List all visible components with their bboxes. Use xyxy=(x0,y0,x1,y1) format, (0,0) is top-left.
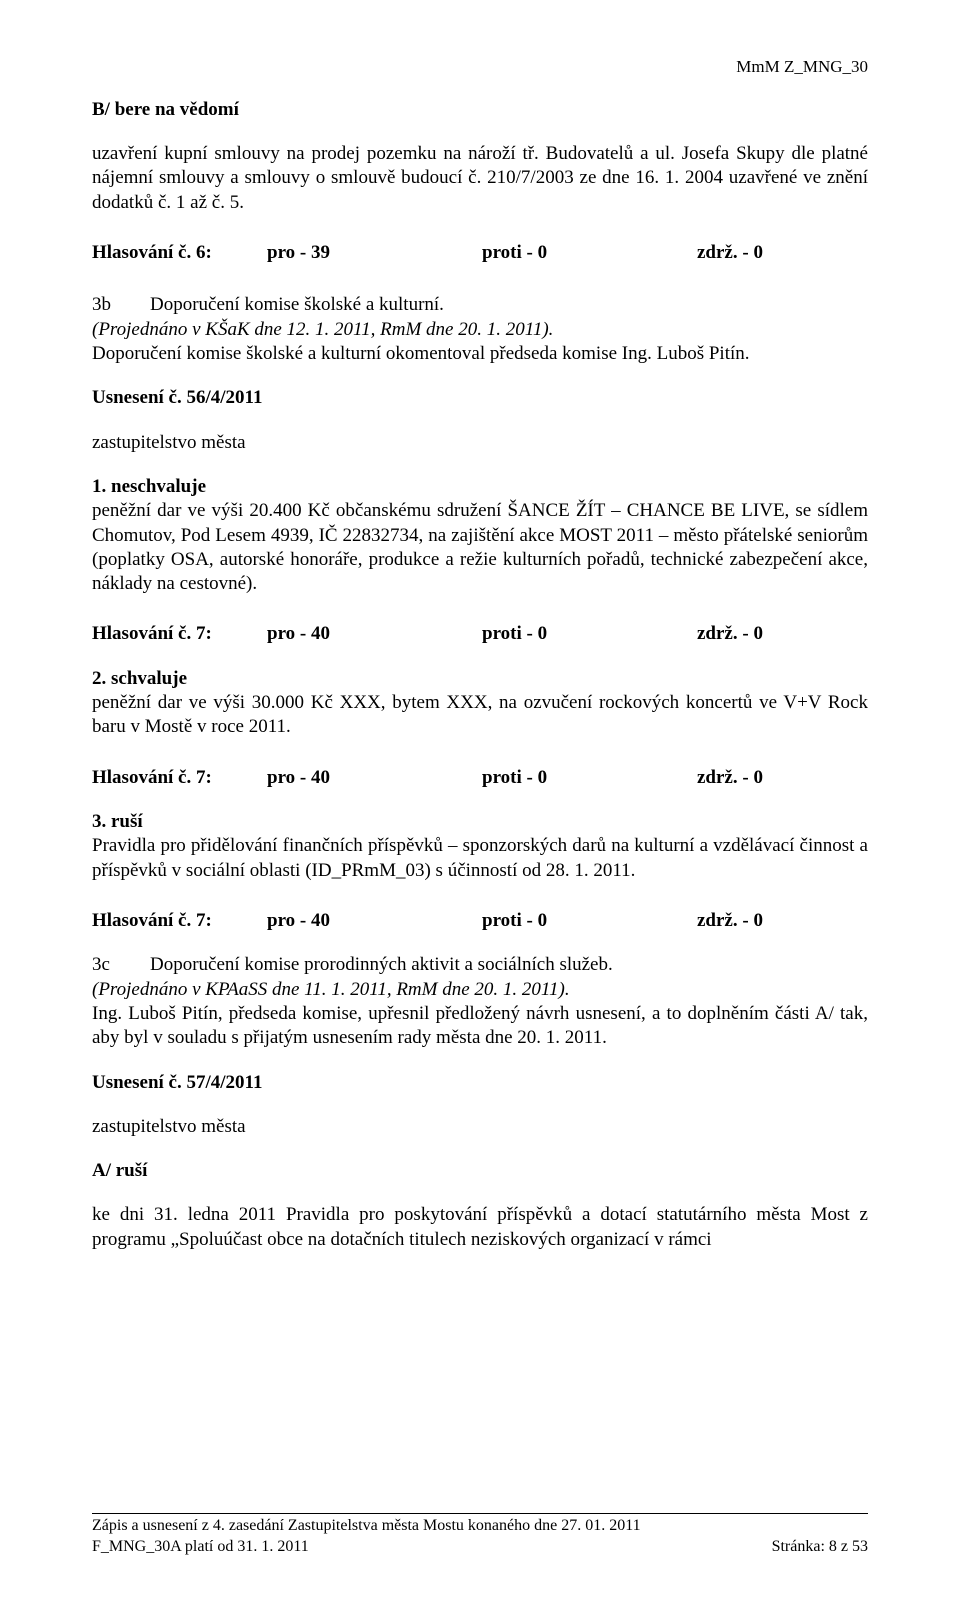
agenda-3c-note: (Projednáno v KPAaSS dne 11. 1. 2011, Rm… xyxy=(92,978,868,1002)
vote-label: Hlasování č. 6: xyxy=(92,241,267,265)
zastupitelstvo-1: zastupitelstvo města xyxy=(92,431,868,455)
agenda-item-3c: 3c Doporučení komise prorodinných aktivi… xyxy=(92,953,868,977)
agenda-text: Doporučení komise školské a kulturní. xyxy=(150,293,868,317)
vote-label: Hlasování č. 7: xyxy=(92,622,267,646)
vote-pro: pro - 40 xyxy=(267,766,482,790)
point-1-text: peněžní dar ve výši 20.400 Kč občanskému… xyxy=(92,499,868,596)
zastupitelstvo-2: zastupitelstvo města xyxy=(92,1115,868,1139)
agenda-text: Doporučení komise prorodinných aktivit a… xyxy=(150,953,868,977)
agenda-item-3b: 3b Doporučení komise školské a kulturní. xyxy=(92,293,868,317)
document-page: MmM Z_MNG_30 B/ bere na vědomí uzavření … xyxy=(0,0,960,1597)
vote-zdrz: zdrž. - 0 xyxy=(697,622,868,646)
vote-zdrz: zdrž. - 0 xyxy=(697,766,868,790)
vote-row-7b: Hlasování č. 7: pro - 40 proti - 0 zdrž.… xyxy=(92,766,868,790)
agenda-code: 3c xyxy=(92,953,150,977)
vote-row-7c: Hlasování č. 7: pro - 40 proti - 0 zdrž.… xyxy=(92,909,868,933)
usneseni-56: Usnesení č. 56/4/2011 xyxy=(92,386,868,410)
point-3-title: 3. ruší xyxy=(92,810,868,834)
a-rusi-text: ke dni 31. ledna 2011 Pravidla pro posky… xyxy=(92,1203,868,1252)
vote-zdrz: zdrž. - 0 xyxy=(697,909,868,933)
vote-pro: pro - 40 xyxy=(267,622,482,646)
agenda-3b-after: Doporučení komise školské a kulturní oko… xyxy=(92,342,868,366)
vote-proti: proti - 0 xyxy=(482,909,697,933)
footer-line-2-left: F_MNG_30A platí od 31. 1. 2011 xyxy=(92,1537,309,1557)
vote-row-7a: Hlasování č. 7: pro - 40 proti - 0 zdrž.… xyxy=(92,622,868,646)
section-b-title: B/ bere na vědomí xyxy=(92,98,868,122)
agenda-code: 3b xyxy=(92,293,150,317)
vote-zdrz: zdrž. - 0 xyxy=(697,241,868,265)
vote-row-6: Hlasování č. 6: pro - 39 proti - 0 zdrž.… xyxy=(92,241,868,265)
header-right-code: MmM Z_MNG_30 xyxy=(92,56,868,78)
point-1-title: 1. neschvaluje xyxy=(92,475,868,499)
page-footer: Zápis a usnesení z 4. zasedání Zastupite… xyxy=(92,1513,868,1557)
vote-pro: pro - 40 xyxy=(267,909,482,933)
vote-proti: proti - 0 xyxy=(482,622,697,646)
vote-label: Hlasování č. 7: xyxy=(92,766,267,790)
point-2-text: peněžní dar ve výši 30.000 Kč XXX, bytem… xyxy=(92,691,868,740)
footer-page-number: Stránka: 8 z 53 xyxy=(772,1537,868,1557)
vote-proti: proti - 0 xyxy=(482,766,697,790)
point-3-text: Pravidla pro přidělování finančních přís… xyxy=(92,834,868,883)
footer-line-1: Zápis a usnesení z 4. zasedání Zastupite… xyxy=(92,1516,868,1536)
point-2-title: 2. schvaluje xyxy=(92,667,868,691)
usneseni-57: Usnesení č. 57/4/2011 xyxy=(92,1071,868,1095)
agenda-3b-note: (Projednáno v KŠaK dne 12. 1. 2011, RmM … xyxy=(92,318,868,342)
vote-proti: proti - 0 xyxy=(482,241,697,265)
vote-label: Hlasování č. 7: xyxy=(92,909,267,933)
a-rusi-title: A/ ruší xyxy=(92,1159,868,1183)
agenda-3c-after: Ing. Luboš Pitín, předseda komise, upřes… xyxy=(92,1002,868,1051)
section-b-paragraph: uzavření kupní smlouvy na prodej pozemku… xyxy=(92,142,868,215)
vote-pro: pro - 39 xyxy=(267,241,482,265)
